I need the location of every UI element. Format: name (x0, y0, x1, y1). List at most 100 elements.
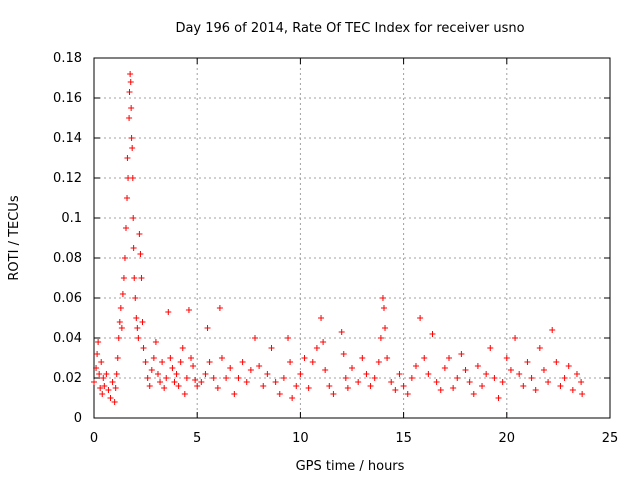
data-point (96, 371, 103, 377)
data-point (109, 379, 116, 385)
data-point (107, 395, 114, 401)
data-point (289, 395, 296, 401)
data-point (579, 391, 586, 397)
data-point (194, 383, 201, 389)
data-point (437, 387, 444, 393)
data-point (192, 377, 199, 383)
data-point (247, 367, 254, 373)
data-point (536, 345, 543, 351)
data-point (169, 365, 176, 371)
data-point (507, 367, 514, 373)
data-point (103, 371, 110, 377)
data-point (322, 367, 329, 373)
data-point (293, 383, 300, 389)
data-point (392, 387, 399, 393)
data-point (446, 355, 453, 361)
y-tick-label: 0.18 (53, 51, 82, 66)
data-point (344, 385, 351, 391)
data-point (382, 325, 389, 331)
data-point (152, 339, 159, 345)
data-point (190, 363, 197, 369)
x-axis-label: GPS time / hours (296, 459, 405, 474)
data-point (116, 319, 123, 325)
data-point (553, 359, 560, 365)
y-tick-label: 0.16 (53, 91, 82, 106)
grid-lines (94, 58, 610, 418)
data-point (124, 195, 131, 201)
data-point (408, 375, 415, 381)
x-tick-label: 20 (499, 431, 516, 446)
data-point (377, 335, 384, 341)
data-point (113, 371, 120, 377)
data-point (118, 325, 125, 331)
data-point (495, 395, 502, 401)
data-point (121, 255, 128, 261)
data-point (340, 351, 347, 357)
data-point (231, 391, 238, 397)
data-point (297, 371, 304, 377)
data-point (466, 379, 473, 385)
data-point (99, 391, 106, 397)
data-point (569, 387, 576, 393)
data-point (136, 231, 143, 237)
data-point (235, 375, 242, 381)
data-point (94, 351, 101, 357)
data-point (272, 379, 279, 385)
data-point (202, 371, 209, 377)
data-point (462, 367, 469, 373)
data-point (100, 375, 107, 381)
x-tick-label: 25 (602, 431, 619, 446)
data-point (487, 345, 494, 351)
data-point (474, 363, 481, 369)
data-point (425, 371, 432, 377)
data-point (139, 319, 146, 325)
data-point (91, 379, 97, 385)
data-point (349, 365, 355, 371)
data-point (516, 371, 523, 377)
data-point (375, 359, 382, 365)
data-point (161, 385, 168, 391)
data-point (512, 335, 519, 341)
data-point (144, 375, 151, 381)
data-point (111, 399, 118, 405)
data-point (433, 379, 440, 385)
data-point (528, 375, 535, 381)
data-point (578, 379, 585, 385)
data-point (115, 335, 122, 341)
data-point (268, 345, 275, 351)
y-tick-label: 0.02 (53, 371, 82, 386)
data-point (454, 375, 461, 381)
data-point (117, 305, 124, 311)
data-point (148, 367, 155, 373)
data-point (491, 375, 498, 381)
data-point (503, 355, 510, 361)
data-point (120, 275, 127, 281)
data-point (150, 355, 157, 361)
data-point (380, 305, 387, 311)
data-point (98, 359, 105, 365)
data-point (157, 379, 164, 385)
data-point (441, 365, 448, 371)
data-point (305, 385, 312, 391)
x-tick-label: 10 (292, 431, 309, 446)
axis-ticks: 0 0.02 0.04 0.06 0.08 0.1 0.12 0.14 0.16 0.18 0 5 10… (53, 51, 618, 446)
data-point (483, 371, 490, 377)
data-point (256, 363, 263, 369)
data-point (130, 245, 137, 251)
data-point (146, 383, 153, 389)
data-points (91, 71, 586, 405)
data-point (93, 365, 100, 371)
data-point (549, 327, 556, 333)
data-point (313, 345, 320, 351)
data-point (227, 365, 234, 371)
data-point (127, 71, 134, 77)
data-point (458, 351, 465, 357)
x-tick-label: 5 (193, 431, 201, 446)
data-point (137, 251, 144, 257)
data-point (171, 379, 178, 385)
data-point (177, 359, 184, 365)
data-point (134, 325, 141, 331)
data-point (129, 145, 136, 151)
data-point (210, 375, 217, 381)
data-point (243, 379, 250, 385)
